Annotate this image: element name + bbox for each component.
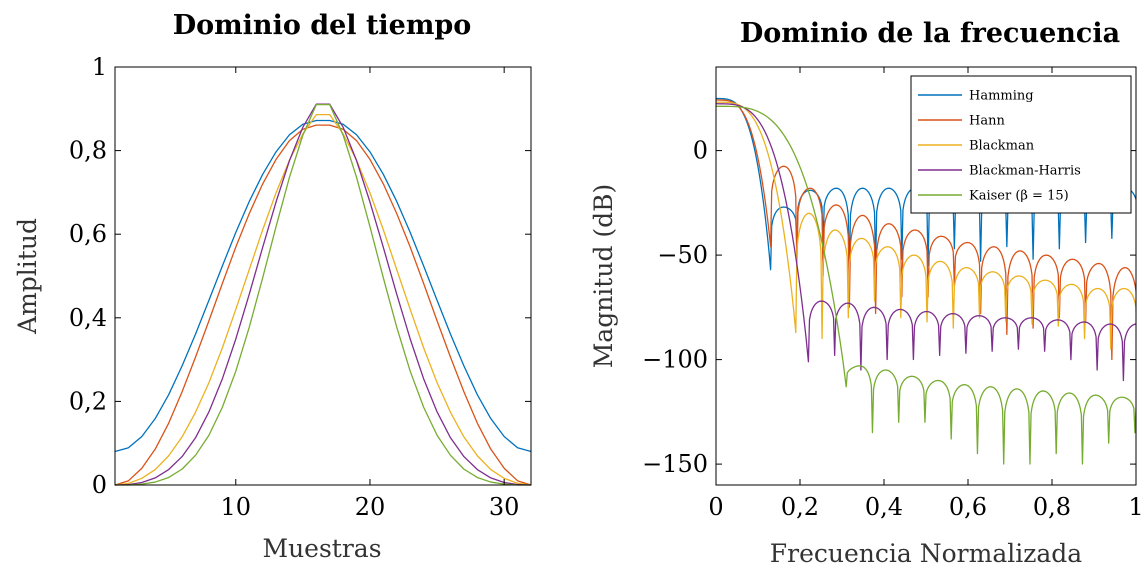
legend-label-blackman: Blackman [969,139,1035,154]
time-domain-chart: Dominio del tiempo 10 20 3000,20,40,60,81 … [13,10,532,563]
time-series-hann [114,124,532,486]
time-series-blackman-harris [114,103,532,486]
time-series-blackman [114,114,532,486]
time-series-hamming [114,119,532,453]
freq-series-blackman-harris [716,103,1136,382]
freq-series-blackman [716,101,1136,350]
frequency-domain-ylabel: Magnitud (dB) [589,184,618,369]
freq-ytick-label: 0 [693,137,708,165]
time-domain-ylabel: Amplitud [13,218,42,335]
legend-label-hamming: Hamming [969,89,1034,104]
frequency-domain-plot-area [716,97,1136,465]
time-domain-ticks: 10 20 30 0 0,2 0,4 0,6 0,8 1 [69,53,531,521]
frequency-domain-title: Dominio de la frecuencia [740,18,1120,49]
freq-xtick-label: 0,4 [865,493,903,521]
freq-series-kaiser-15 [716,105,1136,465]
freq-xtick-label: 1 [1128,493,1143,521]
time-ytick-label: 1 [92,53,107,81]
time-domain-frame [114,66,532,486]
freq-xtick-label: 0 [708,493,723,521]
time-domain-xlabel: Muestras [262,534,381,563]
legend-label-hann: Hann [969,114,1005,129]
time-ytick-label: 0,8 [69,137,107,165]
frequency-domain-xlabel: Frecuencia Normalizada [770,539,1082,568]
freq-ytick-label: −50 [657,241,708,269]
legend: Hamming Hann Blackman Blackman-Harris Kaiser… [910,75,1132,214]
frequency-domain-frame [715,66,1137,486]
time-ytick-label: 0 [92,471,107,499]
legend-label-blackman-harris: Blackman-Harris [969,164,1081,179]
freq-ytick-label: −100 [642,346,708,374]
legend-label-kaiser-15: Kaiser (β = 15) [969,189,1069,204]
time-xtick-label: 30 [489,493,520,521]
time-domain-title: Dominio del tiempo [173,10,472,41]
time-domain-plot-area [114,103,532,486]
time-ytick-label: 0,2 [69,387,107,415]
freq-xtick-label: 0,2 [781,493,819,521]
frequency-domain-ticks: 0 0,2 0,4 0,6 0,8 1 0 −50 −100 −150 [642,67,1144,521]
time-ytick-label: 0,4 [69,304,107,332]
freq-ytick-label: −150 [642,450,708,478]
frequency-domain-chart: Dominio de la frecuencia 0 0,2 0,4 0,6 0,8 10… [589,18,1144,568]
freq-xtick-label: 0,6 [949,493,987,521]
time-ytick-label: 0,6 [69,220,107,248]
time-xtick-label: 10 [221,493,252,521]
time-xtick-label: 20 [355,493,386,521]
time-series-kaiser-15 [115,103,531,486]
freq-series-hann [716,99,1136,361]
freq-xtick-label: 0,8 [1033,493,1071,521]
